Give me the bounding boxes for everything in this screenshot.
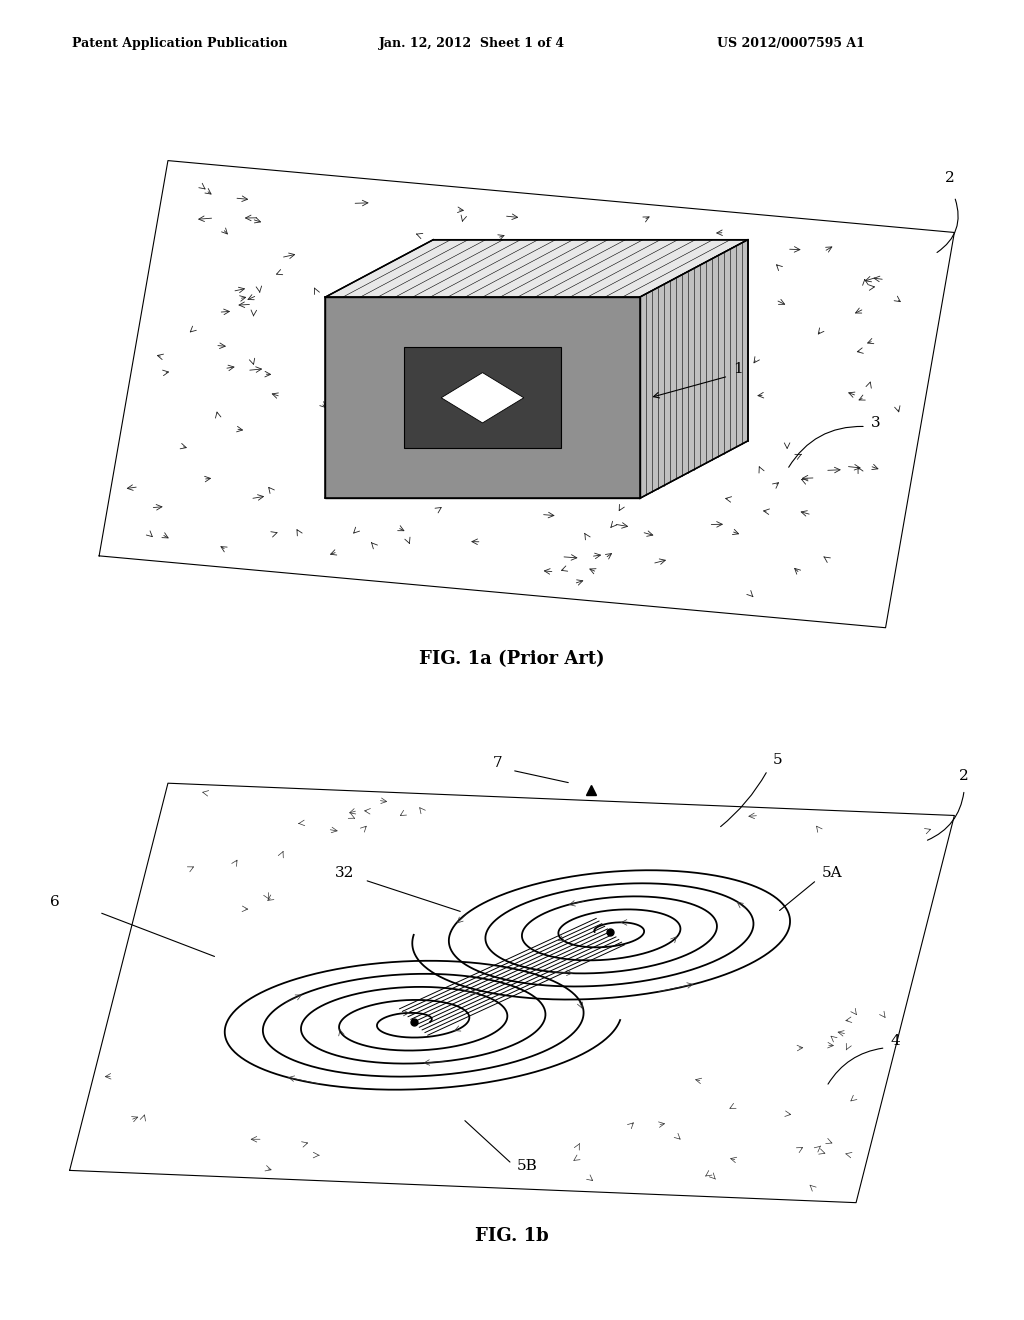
- Text: Patent Application Publication: Patent Application Publication: [72, 37, 287, 50]
- Text: 3: 3: [870, 416, 881, 429]
- Text: US 2012/0007595 A1: US 2012/0007595 A1: [717, 37, 864, 50]
- Polygon shape: [640, 240, 748, 499]
- Text: 2: 2: [959, 770, 969, 783]
- Text: FIG. 1b: FIG. 1b: [475, 1228, 549, 1245]
- Text: 32: 32: [335, 866, 354, 879]
- Text: 5A: 5A: [821, 866, 843, 879]
- Text: 1: 1: [733, 362, 743, 376]
- Polygon shape: [441, 372, 524, 422]
- Text: Jan. 12, 2012  Sheet 1 of 4: Jan. 12, 2012 Sheet 1 of 4: [379, 37, 565, 50]
- Text: 6: 6: [50, 895, 59, 908]
- Text: 5: 5: [772, 752, 782, 767]
- Text: 7: 7: [493, 756, 502, 770]
- Text: 4: 4: [891, 1034, 900, 1048]
- Polygon shape: [326, 240, 748, 297]
- Polygon shape: [403, 347, 561, 447]
- Polygon shape: [326, 297, 640, 499]
- Text: 5B: 5B: [517, 1159, 538, 1173]
- Text: 2: 2: [944, 172, 954, 185]
- Text: FIG. 1a (Prior Art): FIG. 1a (Prior Art): [419, 649, 605, 668]
